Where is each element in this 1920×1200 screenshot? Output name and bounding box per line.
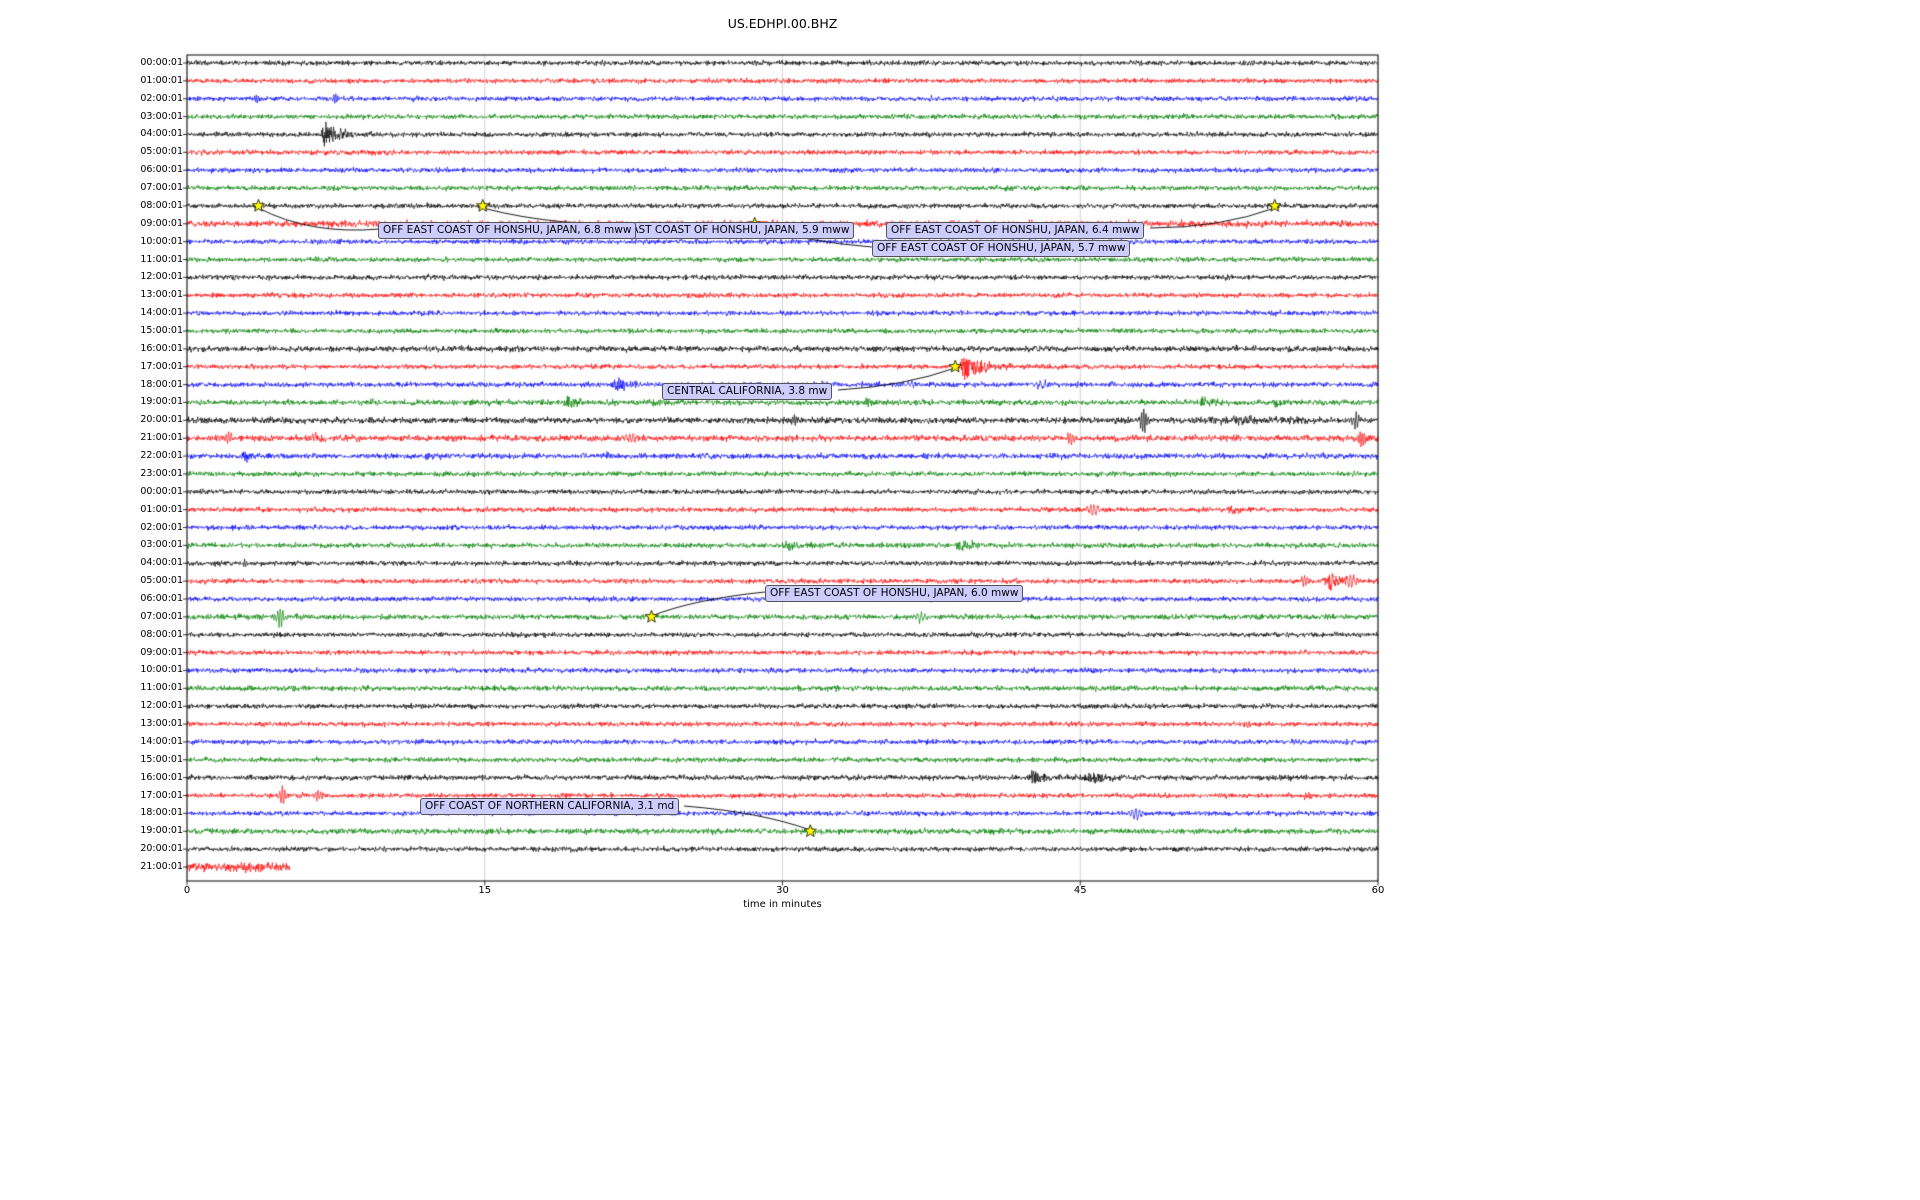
- trace-time-label: 08:00:01: [140, 628, 183, 640]
- trace-time-label: 07:00:01: [140, 182, 183, 194]
- trace-time-label: 06:00:01: [140, 164, 183, 176]
- trace-time-label: 13:00:01: [140, 718, 183, 730]
- trace-time-label: 03:00:01: [140, 539, 183, 551]
- trace-time-label: 13:00:01: [140, 289, 183, 301]
- trace-time-label: 21:00:01: [140, 432, 183, 444]
- trace-time-label: 04:00:01: [140, 128, 183, 140]
- event-annotation: OFF EAST COAST OF HONSHU, JAPAN, 5.7 mww: [872, 240, 1131, 257]
- x-axis-tick-label: 45: [1073, 885, 1087, 896]
- x-axis-tick-label: 30: [776, 885, 789, 896]
- plot-title: US.EDHPI.00.BHZ: [727, 16, 838, 31]
- trace-time-label: 11:00:01: [140, 253, 183, 265]
- trace-time-label: 12:00:01: [140, 271, 183, 283]
- trace-time-label: 23:00:01: [140, 467, 183, 479]
- trace-time-label: 15:00:01: [140, 325, 183, 336]
- trace-time-label: 08:00:01: [140, 199, 183, 211]
- event-annotation: OFF COAST OF NORTHERN CALIFORNIA, 3.1 md: [420, 798, 680, 815]
- trace-time-label: 05:00:01: [140, 575, 183, 587]
- trace-time-label: 14:00:01: [140, 735, 183, 747]
- trace-time-label: 18:00:01: [140, 378, 183, 390]
- trace-time-label: 01:00:01: [140, 74, 183, 86]
- trace-time-label: 19:00:01: [140, 825, 183, 837]
- trace-time-label: 17:00:01: [140, 789, 183, 801]
- trace-time-label: 00:00:01: [140, 57, 183, 68]
- x-axis-label: time in minutes: [743, 899, 822, 910]
- trace-time-label: 06:00:01: [140, 593, 183, 604]
- trace-time-label: 09:00:01: [140, 217, 183, 229]
- event-annotation: CENTRAL CALIFORNIA, 3.8 mw: [662, 383, 833, 400]
- trace-time-label: 07:00:01: [140, 610, 183, 622]
- trace-time-label: 21:00:01: [140, 861, 183, 872]
- trace-time-label: 20:00:01: [140, 843, 183, 855]
- trace-time-label: 10:00:01: [140, 235, 183, 247]
- event-annotation: OFF EAST COAST OF HONSHU, JAPAN, 6.4 mww: [886, 222, 1145, 239]
- event-annotation: OFF EAST COAST OF HONSHU, JAPAN, 6.0 mww: [765, 585, 1024, 602]
- trace-time-label: 16:00:01: [140, 342, 183, 354]
- trace-time-label: 22:00:01: [140, 450, 183, 462]
- trace-time-label: 12:00:01: [140, 700, 183, 712]
- event-annotation: OFF EAST COAST OF HONSHU, JAPAN, 5.9 mww: [596, 222, 855, 239]
- trace-time-label: 16:00:01: [140, 771, 183, 783]
- trace-time-label: 19:00:01: [140, 396, 183, 408]
- trace-time-label: 11:00:01: [140, 682, 183, 694]
- trace-time-label: 14:00:01: [140, 307, 183, 319]
- trace-time-label: 20:00:01: [140, 414, 183, 426]
- trace-time-label: 01:00:01: [140, 503, 183, 515]
- x-axis-tick-label: 15: [478, 885, 492, 896]
- event-annotation: OFF EAST COAST OF HONSHU, JAPAN, 6.8 mww: [378, 222, 637, 239]
- trace-time-label: 02:00:01: [140, 92, 183, 104]
- trace-time-label: 17:00:01: [140, 360, 183, 372]
- trace-time-label: 18:00:01: [140, 807, 183, 819]
- trace-time-label: 03:00:01: [140, 110, 183, 122]
- trace-time-label: 02:00:01: [140, 521, 183, 533]
- trace-time-label: 00:00:01: [140, 485, 183, 497]
- trace-time-label: 04:00:01: [140, 557, 183, 569]
- x-axis-tick-label: 60: [1371, 885, 1385, 896]
- trace-time-label: 09:00:01: [140, 646, 183, 658]
- trace-time-label: 05:00:01: [140, 146, 183, 158]
- x-axis-tick-label: 0: [183, 885, 191, 896]
- trace-time-label: 10:00:01: [140, 664, 183, 676]
- trace-time-label: 15:00:01: [140, 753, 183, 765]
